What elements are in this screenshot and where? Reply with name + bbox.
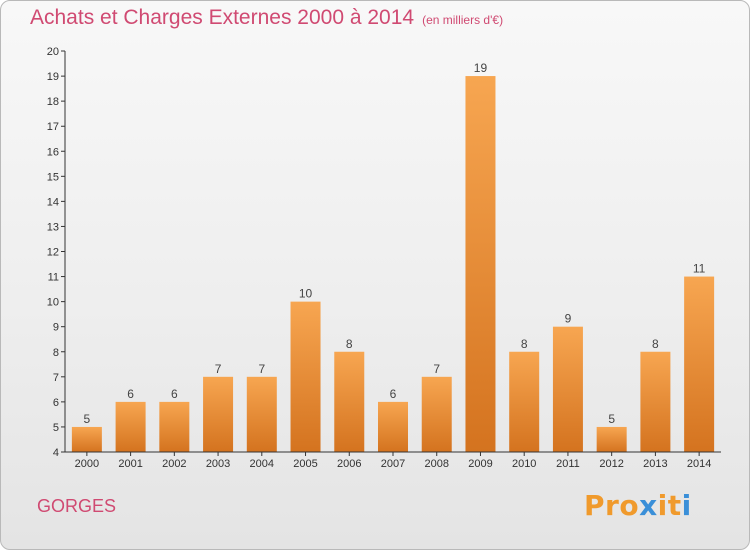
bar-2008 [421, 376, 452, 452]
data-label-2004: 7 [258, 362, 265, 376]
bar-2012 [596, 426, 627, 452]
bar-2006 [334, 351, 365, 452]
chart-title-text: Achats et Charges Externes 2000 à 2014 [30, 6, 415, 29]
x-tick-label-2005: 2005 [293, 458, 317, 470]
data-label-2001: 6 [127, 387, 134, 401]
bar-2002 [159, 401, 190, 452]
data-label-2003: 7 [215, 362, 222, 376]
y-tick-label: 15 [47, 171, 59, 183]
x-tick-label-2014: 2014 [687, 458, 711, 470]
logo-letter: t [667, 489, 682, 522]
x-tick-label-2007: 2007 [381, 458, 405, 470]
bar-2011 [552, 326, 583, 452]
bar-2004 [246, 376, 277, 452]
data-label-2007: 6 [390, 387, 397, 401]
data-label-2006: 8 [346, 337, 353, 351]
data-label-2008: 7 [433, 362, 440, 376]
data-label-2012: 5 [608, 412, 615, 426]
x-tick-label-2006: 2006 [337, 458, 361, 470]
bar-2009 [465, 76, 496, 452]
y-tick-label: 9 [53, 322, 59, 334]
x-tick-label-2002: 2002 [162, 458, 186, 470]
bar-2000 [71, 426, 102, 452]
y-tick-label: 5 [53, 422, 59, 434]
data-label-2000: 5 [84, 412, 91, 426]
bar-2003 [203, 376, 234, 452]
logo-letter: r [605, 489, 620, 522]
y-tick-label: 4 [53, 447, 59, 459]
y-tick-label: 14 [47, 196, 59, 208]
x-tick-label-2001: 2001 [118, 458, 142, 470]
y-tick-label: 6 [53, 397, 59, 409]
y-tick-label: 17 [47, 121, 59, 133]
x-tick-label-2011: 2011 [556, 458, 580, 470]
data-label-2009: 19 [474, 61, 488, 75]
bar-2014 [684, 276, 715, 452]
x-tick-label-2004: 2004 [250, 458, 274, 470]
x-tick-label-2010: 2010 [512, 458, 536, 470]
y-tick-label: 13 [47, 221, 59, 233]
bar-2010 [509, 351, 540, 452]
y-tick-label: 11 [48, 272, 59, 284]
x-tick-label-2012: 2012 [599, 458, 623, 470]
x-tick-label-2013: 2013 [643, 458, 667, 470]
proxiti-logo: Proxiti [584, 489, 692, 522]
logo-letter: o [619, 489, 640, 522]
bar-2013 [640, 351, 671, 452]
bar-2001 [115, 401, 146, 452]
x-tick-label-2003: 2003 [206, 458, 230, 470]
data-label-2005: 10 [299, 287, 313, 301]
data-label-2002: 6 [171, 387, 178, 401]
y-tick-label: 19 [47, 71, 59, 83]
y-tick-label: 8 [53, 347, 59, 359]
city-name: GORGES [37, 496, 117, 516]
x-tick-label-2009: 2009 [468, 458, 492, 470]
logo-letter: x [639, 489, 658, 522]
bar-2005 [290, 301, 321, 452]
bar-2007 [378, 401, 408, 452]
y-tick-label: 20 [47, 46, 59, 58]
data-label-2010: 8 [521, 337, 528, 351]
logo-letter: P [584, 489, 606, 522]
x-tick-label-2000: 2000 [75, 458, 99, 470]
y-tick-label: 18 [47, 96, 59, 108]
y-tick-label: 12 [47, 247, 59, 259]
data-label-2013: 8 [652, 337, 659, 351]
y-tick-label: 7 [53, 372, 59, 384]
y-tick-label: 16 [47, 146, 59, 158]
data-label-2014: 11 [693, 262, 706, 276]
chart-unit: (en milliers d'€) [422, 13, 504, 27]
logo-letter: i [657, 489, 668, 522]
x-tick-label-2008: 2008 [424, 458, 448, 470]
data-label-2011: 9 [565, 312, 572, 326]
y-tick-label: 10 [47, 297, 59, 309]
logo-letter: i [681, 489, 692, 522]
chart-title: Achats et Charges Externes 2000 à 2014 (e… [30, 6, 503, 30]
